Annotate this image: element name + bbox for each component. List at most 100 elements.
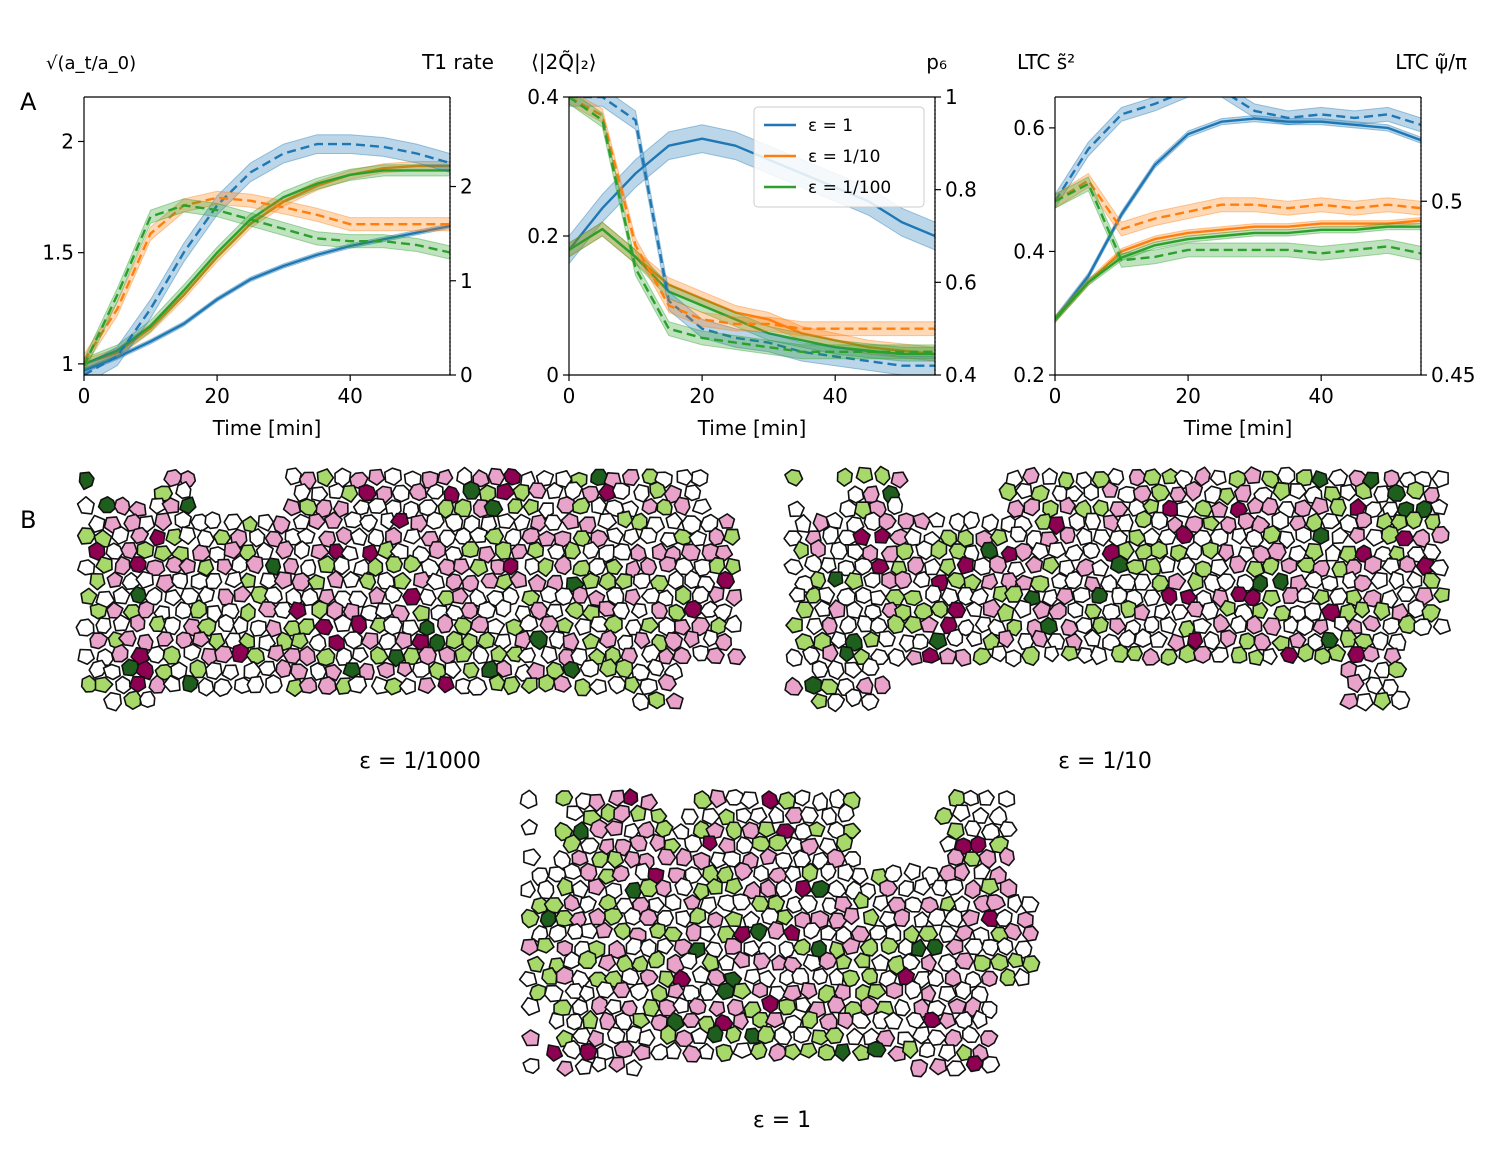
cell xyxy=(560,512,580,530)
cell xyxy=(130,646,150,666)
cell xyxy=(218,613,235,633)
cell xyxy=(578,516,597,535)
series-line-2 xyxy=(1055,225,1421,321)
cell xyxy=(127,500,147,517)
cell xyxy=(1233,484,1252,503)
cell xyxy=(580,922,599,940)
cell xyxy=(1354,544,1373,564)
cell xyxy=(1327,643,1347,663)
cell xyxy=(232,615,249,636)
cell xyxy=(1042,556,1061,575)
cell xyxy=(530,924,549,943)
cell xyxy=(956,555,974,575)
cell xyxy=(103,691,122,712)
cell xyxy=(625,937,643,956)
y-tick-label: 0.4 xyxy=(1013,239,1045,263)
cell xyxy=(1304,542,1324,563)
cell xyxy=(548,1012,565,1030)
cell xyxy=(340,484,359,503)
cell xyxy=(699,513,719,533)
cell xyxy=(632,1012,651,1029)
cell xyxy=(607,675,627,695)
cell xyxy=(708,585,725,604)
cell xyxy=(257,513,275,532)
cell xyxy=(490,644,509,663)
cell xyxy=(818,951,838,971)
cell xyxy=(562,632,580,652)
cell xyxy=(1192,645,1212,664)
cell xyxy=(641,497,659,515)
cell xyxy=(1406,481,1425,500)
right-axis-label: p₆ xyxy=(926,50,947,74)
cell xyxy=(595,921,614,939)
cell xyxy=(311,600,329,620)
cell xyxy=(971,1009,988,1030)
cell xyxy=(1320,512,1341,530)
cell xyxy=(1371,631,1389,651)
cell xyxy=(725,588,743,607)
cell xyxy=(658,556,678,573)
cell xyxy=(853,952,871,969)
cell xyxy=(795,601,815,619)
cell xyxy=(938,1012,957,1030)
cell xyxy=(801,1010,819,1030)
cell xyxy=(249,528,266,548)
cell xyxy=(1167,572,1187,591)
cell xyxy=(243,661,262,681)
cell xyxy=(829,630,848,650)
cell xyxy=(980,572,999,591)
cell xyxy=(1373,661,1392,679)
cell xyxy=(874,465,891,486)
x-tick-label: 20 xyxy=(204,384,229,408)
cell xyxy=(739,791,759,810)
cell xyxy=(1132,485,1152,504)
cell xyxy=(623,907,643,926)
cell xyxy=(699,925,716,943)
cell xyxy=(821,806,837,826)
cell xyxy=(1296,469,1313,487)
cell xyxy=(453,498,472,518)
cell xyxy=(1005,649,1022,668)
cell xyxy=(518,970,538,988)
cell xyxy=(1109,617,1127,636)
cell xyxy=(437,499,455,519)
cell xyxy=(1133,603,1151,622)
cell xyxy=(614,572,633,591)
cell xyxy=(1218,487,1236,506)
cell xyxy=(954,1011,973,1030)
series-line-4 xyxy=(1055,179,1421,231)
cell xyxy=(1243,588,1261,607)
cell xyxy=(273,571,293,590)
cell xyxy=(275,540,295,560)
cell xyxy=(597,953,617,972)
cell xyxy=(1107,467,1125,486)
cell xyxy=(1007,893,1023,914)
cell xyxy=(980,878,1000,896)
cell xyxy=(1329,498,1347,517)
cell xyxy=(612,981,631,999)
cell xyxy=(204,511,222,530)
cell xyxy=(495,599,512,618)
cell xyxy=(741,821,761,840)
cell xyxy=(272,515,291,535)
cell xyxy=(934,806,954,826)
cell xyxy=(724,877,744,895)
cell xyxy=(496,482,516,501)
cell xyxy=(145,559,166,577)
cell xyxy=(1295,616,1315,637)
cell xyxy=(701,807,721,826)
cell xyxy=(510,543,528,560)
cell xyxy=(706,911,724,929)
series-line-3 xyxy=(569,97,935,367)
cell xyxy=(693,790,713,810)
cell xyxy=(732,1042,753,1059)
cell xyxy=(111,526,130,546)
x-tick-label: 40 xyxy=(822,384,847,408)
cell xyxy=(827,693,846,713)
cell xyxy=(749,922,768,942)
cell xyxy=(477,630,496,650)
y-tick-label: 0 xyxy=(546,363,559,387)
cell xyxy=(999,967,1017,987)
cell xyxy=(265,674,283,694)
cell xyxy=(1128,468,1146,487)
